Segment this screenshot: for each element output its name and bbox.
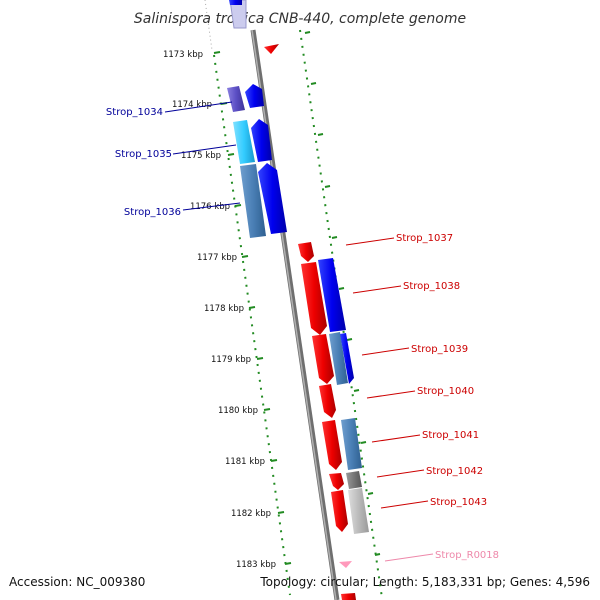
tick-mark xyxy=(331,236,338,239)
tick-mark xyxy=(310,82,317,85)
tick-label: 1175 kbp xyxy=(181,151,221,161)
leader-line xyxy=(361,347,410,356)
gene-strop-1040[interactable] xyxy=(319,384,336,418)
leader-line xyxy=(380,500,429,509)
gene-strop-1043-b[interactable] xyxy=(348,488,369,534)
leader-line xyxy=(345,237,395,246)
tick-label: 1174 kbp xyxy=(172,100,212,110)
gene-label-strop-1042[interactable]: Strop_1042 xyxy=(426,466,483,477)
gene-strop-1035-a[interactable] xyxy=(233,120,255,164)
accession-text: Accession: NC_009380 xyxy=(9,575,145,589)
leader-line xyxy=(352,285,402,294)
summary-text: Topology: circular; Length: 5,183,331 bp… xyxy=(259,575,590,589)
tick-mark xyxy=(227,153,235,156)
tick-mark xyxy=(367,492,374,495)
gene-feature-top[interactable] xyxy=(229,0,247,29)
gene-strop-1043-a[interactable] xyxy=(331,490,348,532)
tick-mark xyxy=(374,553,381,556)
tick-mark xyxy=(277,511,285,514)
gene-strop-1041-a[interactable] xyxy=(322,420,342,470)
gene-strop-1038-a[interactable] xyxy=(301,262,327,335)
tick-label: 1173 kbp xyxy=(163,50,203,60)
scale-line-left xyxy=(213,54,291,596)
tick-group: 1173 kbp 1174 kbp 1175 kbp 1176 kbp 1177… xyxy=(163,50,292,570)
tick-label: 1178 kbp xyxy=(204,304,244,314)
gene-feature-top-inner xyxy=(229,0,242,5)
leader-line xyxy=(172,144,237,155)
right-tick-group xyxy=(304,31,381,556)
gene-label-strop-1036[interactable]: Strop_1036 xyxy=(124,207,181,218)
tick-label: 1177 kbp xyxy=(197,253,237,263)
gene-strop-1039-c[interactable] xyxy=(340,333,354,384)
gene-strop-1034-a[interactable] xyxy=(227,86,245,112)
gene-label-strop-1035[interactable]: Strop_1035 xyxy=(115,149,172,160)
tick-mark xyxy=(353,389,360,392)
leader-line xyxy=(164,101,233,113)
gene-strop-1039-b[interactable] xyxy=(329,332,348,385)
tick-mark xyxy=(263,408,271,411)
gene-strop-r0018[interactable] xyxy=(339,561,352,568)
gene-strop-1041-b[interactable] xyxy=(341,418,362,470)
tick-label: 1181 kbp xyxy=(225,457,265,467)
gene-label-strop-1034[interactable]: Strop_1034 xyxy=(106,107,163,118)
gene-label-strop-r0018[interactable]: Strop_R0018 xyxy=(435,550,499,561)
tick-mark xyxy=(317,133,324,136)
tick-mark xyxy=(248,306,256,309)
tick-mark xyxy=(338,287,345,290)
map-title: Salinispora tropica CNB-440, complete ge… xyxy=(134,11,466,27)
tick-mark xyxy=(270,459,278,462)
tick-mark xyxy=(346,338,353,341)
gene-strop-1036-a[interactable] xyxy=(240,164,266,238)
tick-label: 1179 kbp xyxy=(211,355,251,365)
gene-strop-1038-b[interactable] xyxy=(318,258,346,332)
gene-label-strop-1038[interactable]: Strop_1038 xyxy=(403,281,460,292)
gene-label-strop-1037[interactable]: Strop_1037 xyxy=(396,233,453,244)
faint-line xyxy=(204,0,213,51)
tick-mark xyxy=(213,51,221,54)
gene-label-strop-1041[interactable]: Strop_1041 xyxy=(422,430,479,441)
leader-line xyxy=(376,469,425,478)
gene-feature-bottom[interactable] xyxy=(341,593,356,600)
gene-label-strop-1043[interactable]: Strop_1043 xyxy=(430,497,487,508)
tick-mark xyxy=(241,255,249,258)
gene-label-strop-1040[interactable]: Strop_1040 xyxy=(417,386,474,397)
gene-strop-1042-b[interactable] xyxy=(346,471,362,489)
gene-strop-1042-a[interactable] xyxy=(329,473,344,490)
gene-strop-1039-a[interactable] xyxy=(312,334,334,384)
gene-strop-1037[interactable] xyxy=(298,242,314,262)
leader-line xyxy=(182,202,241,211)
gene-strop-1036-b[interactable] xyxy=(258,163,287,234)
tick-mark xyxy=(324,185,331,188)
tick-mark xyxy=(256,357,264,360)
gene-strop-1035-b[interactable] xyxy=(251,119,272,162)
gene-strop-1034-b[interactable] xyxy=(245,84,264,108)
leader-line xyxy=(371,434,421,443)
leader-line xyxy=(384,553,434,562)
tick-label: 1182 kbp xyxy=(231,509,271,519)
tick-mark xyxy=(234,204,242,207)
leader-line xyxy=(366,390,416,399)
tick-mark xyxy=(304,31,311,34)
tick-label: 1180 kbp xyxy=(218,406,258,416)
gene-arrow-small[interactable] xyxy=(264,44,279,54)
tick-mark xyxy=(360,441,367,444)
tick-label: 1183 kbp xyxy=(236,560,276,570)
tick-mark xyxy=(284,562,292,565)
gene-label-strop-1039[interactable]: Strop_1039 xyxy=(411,344,468,355)
